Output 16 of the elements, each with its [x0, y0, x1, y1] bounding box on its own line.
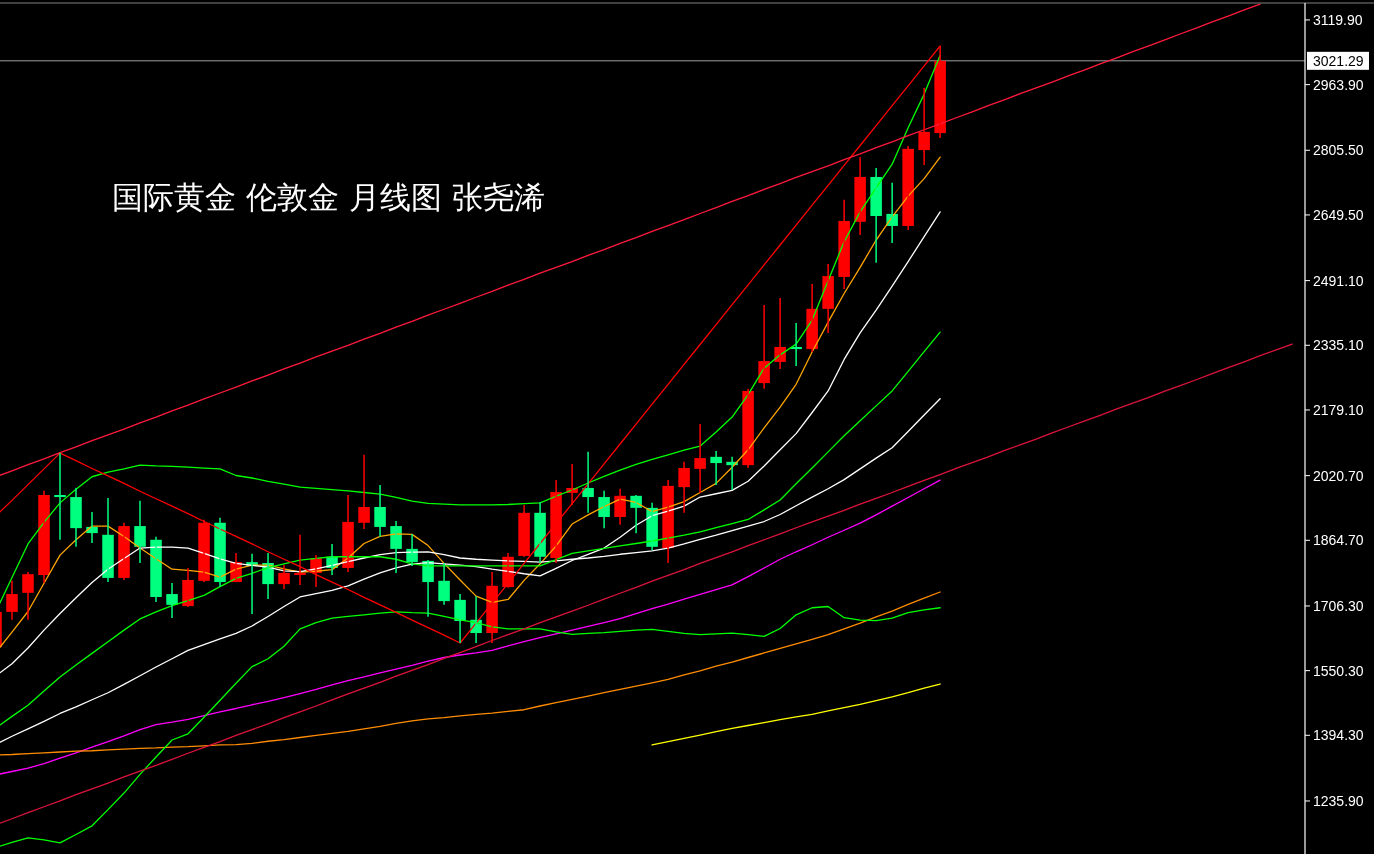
y-tick-label: 2805.50 [1313, 142, 1364, 159]
y-tick-label: 2335.10 [1313, 337, 1364, 354]
y-tick-label: 1864.70 [1313, 532, 1364, 549]
y-tick-label: 2020.70 [1313, 467, 1364, 484]
y-tick-label: 2649.50 [1313, 206, 1364, 223]
text: 国际黄金 伦敦金 月线图 张尧浠 [112, 179, 545, 215]
y-tick-label: 1550.30 [1313, 662, 1364, 679]
y-tick-label: 2179.10 [1313, 401, 1364, 418]
y-tick-label: 3119.90 [1313, 11, 1363, 28]
y-tick-label: 2491.10 [1313, 272, 1364, 289]
y-tick-label: 2963.90 [1313, 76, 1364, 93]
line-series [651, 683, 941, 746]
y-tick-label: 1706.30 [1313, 597, 1364, 614]
ref-line-label: 3021.29 [1313, 52, 1364, 69]
y-tick-label: 1394.30 [1313, 727, 1364, 744]
y-tick-label: 1235.90 [1313, 792, 1364, 809]
